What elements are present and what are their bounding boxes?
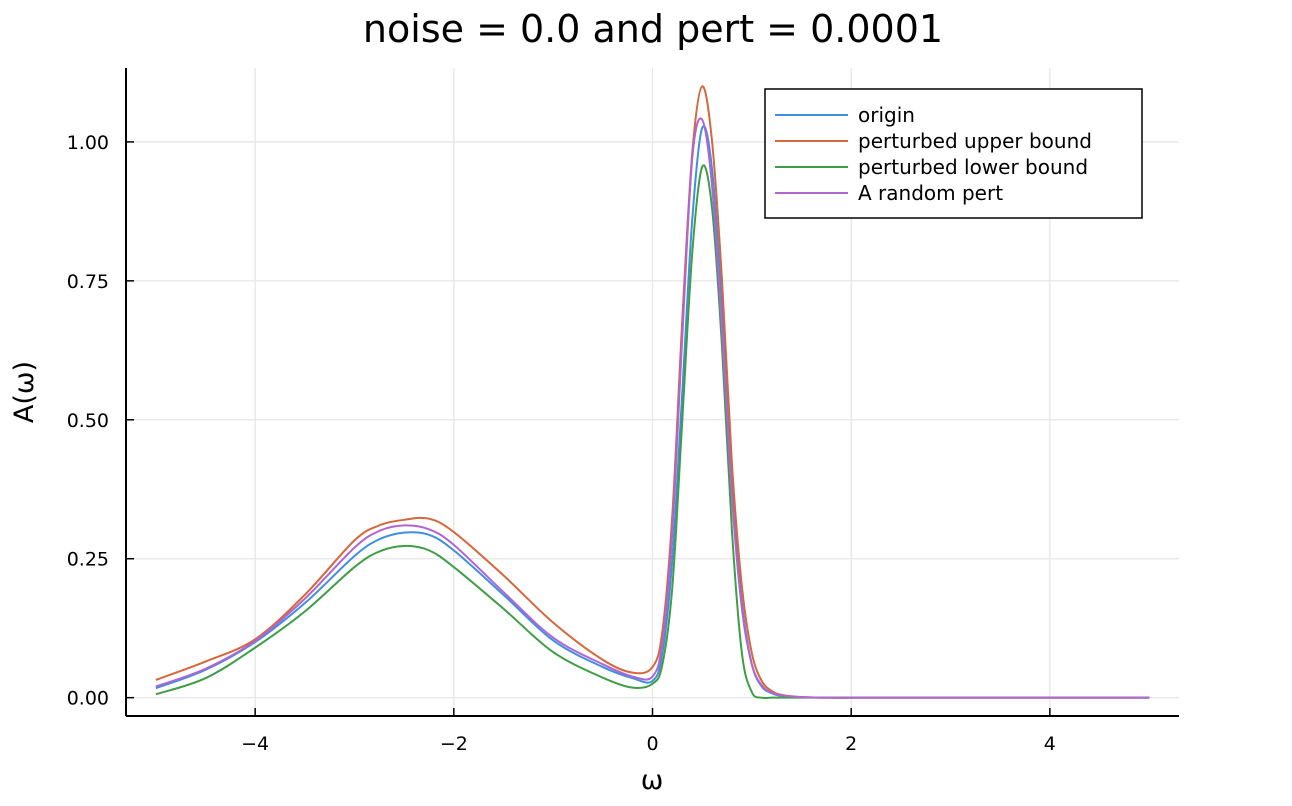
- legend-label: A random pert: [858, 181, 1003, 205]
- legend-label: origin: [858, 103, 915, 127]
- x-tick-label: 4: [1044, 733, 1056, 755]
- x-ticks: −4 −2 0 2 4: [241, 708, 1056, 755]
- series-line-a-random-pert: [155, 117, 1150, 699]
- x-axis-label: ω: [641, 765, 664, 796]
- y-tick-label: 0.00: [67, 688, 109, 710]
- chart-title: noise = 0.0 and pert = 0.0001: [363, 7, 943, 51]
- legend-label: perturbed lower bound: [858, 155, 1088, 179]
- y-axis-label: A(ω): [9, 361, 40, 423]
- x-tick-label: 2: [845, 733, 857, 755]
- y-tick-label: 0.50: [67, 410, 109, 432]
- legend-box: [764, 88, 1143, 219]
- y-ticks: 0.00 0.25 0.50 0.75 1.00: [67, 132, 134, 710]
- y-tick-label: 1.00: [67, 132, 109, 154]
- x-tick-label: −4: [241, 733, 269, 755]
- y-tick-label: 0.75: [67, 271, 109, 293]
- series-layer: [155, 85, 1150, 700]
- x-tick-label: −2: [440, 733, 468, 755]
- x-tick-label: 0: [646, 733, 658, 755]
- legend-label: perturbed upper bound: [858, 129, 1092, 153]
- y-tick-label: 0.25: [67, 549, 109, 571]
